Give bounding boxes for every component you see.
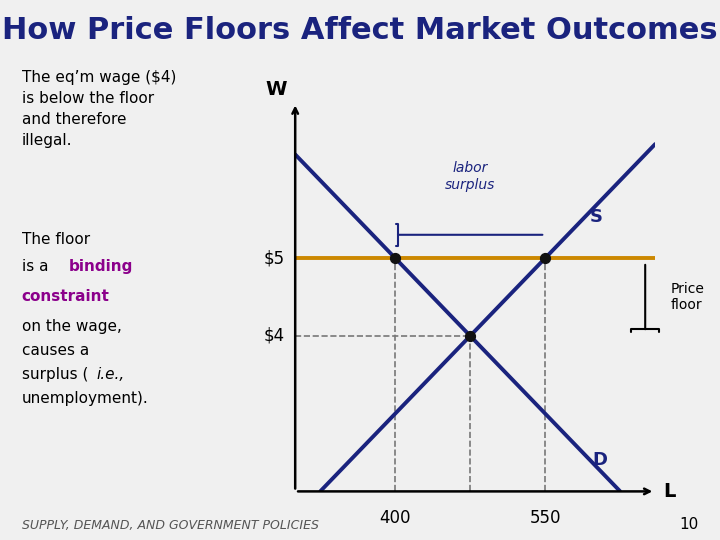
Text: S: S <box>590 208 603 226</box>
Text: labor
surplus: labor surplus <box>445 161 495 192</box>
Text: L: L <box>663 482 675 501</box>
Point <box>464 332 476 340</box>
Text: How Price Floors Affect Market Outcomes: How Price Floors Affect Market Outcomes <box>2 16 718 45</box>
Text: causes a: causes a <box>22 343 89 358</box>
Point <box>539 254 551 262</box>
Text: i.e.,: i.e., <box>96 367 125 382</box>
Text: 400: 400 <box>379 509 411 526</box>
Text: Price
floor: Price floor <box>670 282 704 312</box>
Text: surplus (: surplus ( <box>22 367 88 382</box>
Text: 550: 550 <box>529 509 561 526</box>
Text: constraint: constraint <box>22 289 109 304</box>
Text: unemployment).: unemployment). <box>22 392 148 407</box>
Text: $5: $5 <box>264 249 285 267</box>
Text: binding: binding <box>68 259 132 274</box>
Text: $4: $4 <box>264 327 285 345</box>
Text: D: D <box>592 451 607 469</box>
Text: on the wage,: on the wage, <box>22 319 122 334</box>
Text: is a: is a <box>22 259 53 274</box>
Text: The floor: The floor <box>22 232 90 247</box>
Text: 10: 10 <box>679 517 698 532</box>
Point <box>390 254 401 262</box>
Text: W: W <box>266 80 287 99</box>
Text: SUPPLY, DEMAND, AND GOVERNMENT POLICIES: SUPPLY, DEMAND, AND GOVERNMENT POLICIES <box>22 519 318 532</box>
Text: The eq’m wage ($4)
is below the floor
and therefore
illegal.: The eq’m wage ($4) is below the floor an… <box>22 70 176 148</box>
